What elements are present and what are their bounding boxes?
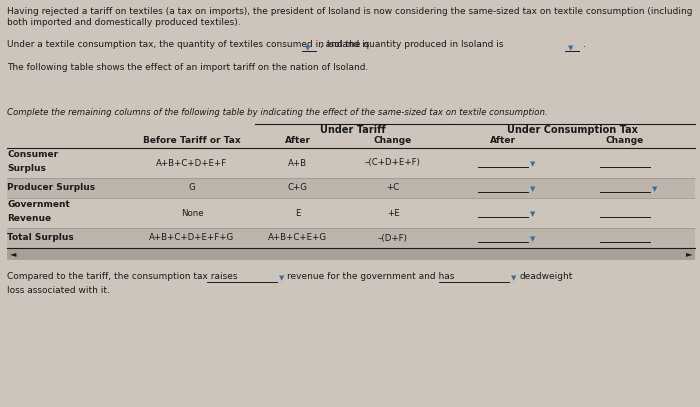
Text: E: E bbox=[295, 208, 301, 217]
Text: both imported and domestically produced textiles).: both imported and domestically produced … bbox=[7, 18, 241, 27]
Text: –(D+F): –(D+F) bbox=[378, 234, 408, 243]
Bar bbox=[7, 228, 695, 248]
Text: , and the quantity produced in Isoland is: , and the quantity produced in Isoland i… bbox=[320, 40, 503, 49]
Text: ▼: ▼ bbox=[530, 186, 536, 192]
Text: Consumer: Consumer bbox=[7, 150, 58, 159]
Text: Change: Change bbox=[374, 136, 412, 145]
Text: ▼: ▼ bbox=[530, 236, 536, 242]
Text: +C: +C bbox=[386, 184, 400, 193]
Text: ◄: ◄ bbox=[10, 249, 17, 258]
Text: deadweight: deadweight bbox=[519, 272, 573, 281]
Text: A+B+C+D+E+F+G: A+B+C+D+E+F+G bbox=[149, 234, 234, 243]
Text: G: G bbox=[188, 184, 195, 193]
Text: Compared to the tariff, the consumption tax raises: Compared to the tariff, the consumption … bbox=[7, 272, 237, 281]
Text: ►: ► bbox=[685, 249, 692, 258]
Text: Under a textile consumption tax, the quantity of textiles consumed in Isoland is: Under a textile consumption tax, the qua… bbox=[7, 40, 370, 49]
Text: Producer Surplus: Producer Surplus bbox=[7, 184, 95, 193]
Text: Having rejected a tariff on textiles (a tax on imports), the president of Isolan: Having rejected a tariff on textiles (a … bbox=[7, 7, 692, 16]
Text: Before Tariff or Tax: Before Tariff or Tax bbox=[144, 136, 241, 145]
Text: –(C+D+E+F): –(C+D+E+F) bbox=[365, 158, 421, 168]
Text: .: . bbox=[583, 40, 586, 49]
Text: Complete the remaining columns of the following table by indicating the effect o: Complete the remaining columns of the fo… bbox=[7, 108, 547, 117]
Text: Government: Government bbox=[7, 200, 70, 209]
Text: ▼: ▼ bbox=[511, 275, 517, 281]
Text: ▼: ▼ bbox=[568, 45, 573, 51]
Text: ▼: ▼ bbox=[279, 275, 284, 281]
Text: After: After bbox=[490, 136, 516, 145]
Text: ▼: ▼ bbox=[652, 186, 657, 192]
Text: A+B+C+D+E+F: A+B+C+D+E+F bbox=[156, 158, 228, 168]
Text: The following table shows the effect of an import tariff on the nation of Isolan: The following table shows the effect of … bbox=[7, 63, 368, 72]
Text: Under Tariff: Under Tariff bbox=[320, 125, 385, 135]
Text: Under Consumption Tax: Under Consumption Tax bbox=[507, 125, 638, 135]
Text: C+G: C+G bbox=[288, 184, 308, 193]
Text: +E: +E bbox=[386, 208, 400, 217]
Text: After: After bbox=[285, 136, 311, 145]
Text: Change: Change bbox=[606, 136, 644, 145]
Text: A+B+C+E+G: A+B+C+E+G bbox=[268, 234, 328, 243]
Bar bbox=[7, 178, 695, 198]
Text: ▼: ▼ bbox=[530, 211, 536, 217]
Text: Total Surplus: Total Surplus bbox=[7, 234, 74, 243]
Text: ▼: ▼ bbox=[305, 45, 310, 51]
Text: loss associated with it.: loss associated with it. bbox=[7, 286, 110, 295]
Bar bbox=[7, 248, 695, 260]
Text: Surplus: Surplus bbox=[7, 164, 46, 173]
Text: revenue for the government and has: revenue for the government and has bbox=[287, 272, 454, 281]
Text: A+B: A+B bbox=[288, 158, 307, 168]
Text: None: None bbox=[181, 208, 203, 217]
Text: ▼: ▼ bbox=[530, 161, 536, 167]
Text: Revenue: Revenue bbox=[7, 214, 51, 223]
